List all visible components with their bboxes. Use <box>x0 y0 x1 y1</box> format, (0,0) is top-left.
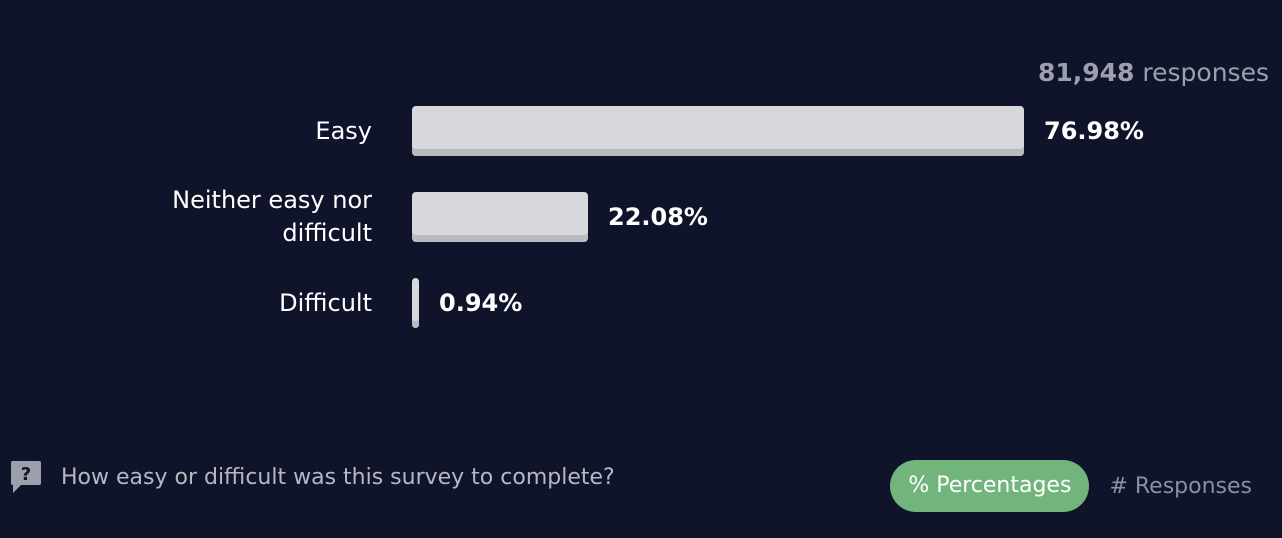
category-label: Easy <box>315 116 372 145</box>
question-text: How easy or difficult was this survey to… <box>61 464 615 490</box>
bar <box>412 106 1024 156</box>
display-mode-toggle[interactable]: % Percentages # Responses <box>890 460 1252 512</box>
bar-value-label: 0.94% <box>439 289 523 317</box>
svg-text:?: ? <box>21 464 31 485</box>
category-label: Neither easy nor difficult <box>172 186 372 247</box>
responses-toggle-button[interactable]: # Responses <box>1109 473 1252 499</box>
responses-count: 81,948 responses <box>1038 58 1269 87</box>
bar-chart: Easy 76.98% Neither easy nor difficult 22.0… <box>172 106 1144 328</box>
percentages-toggle-button[interactable]: % Percentages <box>890 460 1090 512</box>
bar-value-label: 22.08% <box>608 203 708 231</box>
responses-count-suffix: responses <box>1134 58 1269 87</box>
bar <box>412 278 419 328</box>
responses-count-number: 81,948 <box>1037 58 1135 87</box>
bar-value-label: 76.98% <box>1044 117 1144 145</box>
bar <box>412 192 588 242</box>
survey-question: ? How easy or difficult was this survey … <box>10 460 615 494</box>
category-label: Difficult <box>279 288 372 317</box>
question-icon: ? <box>11 461 41 493</box>
